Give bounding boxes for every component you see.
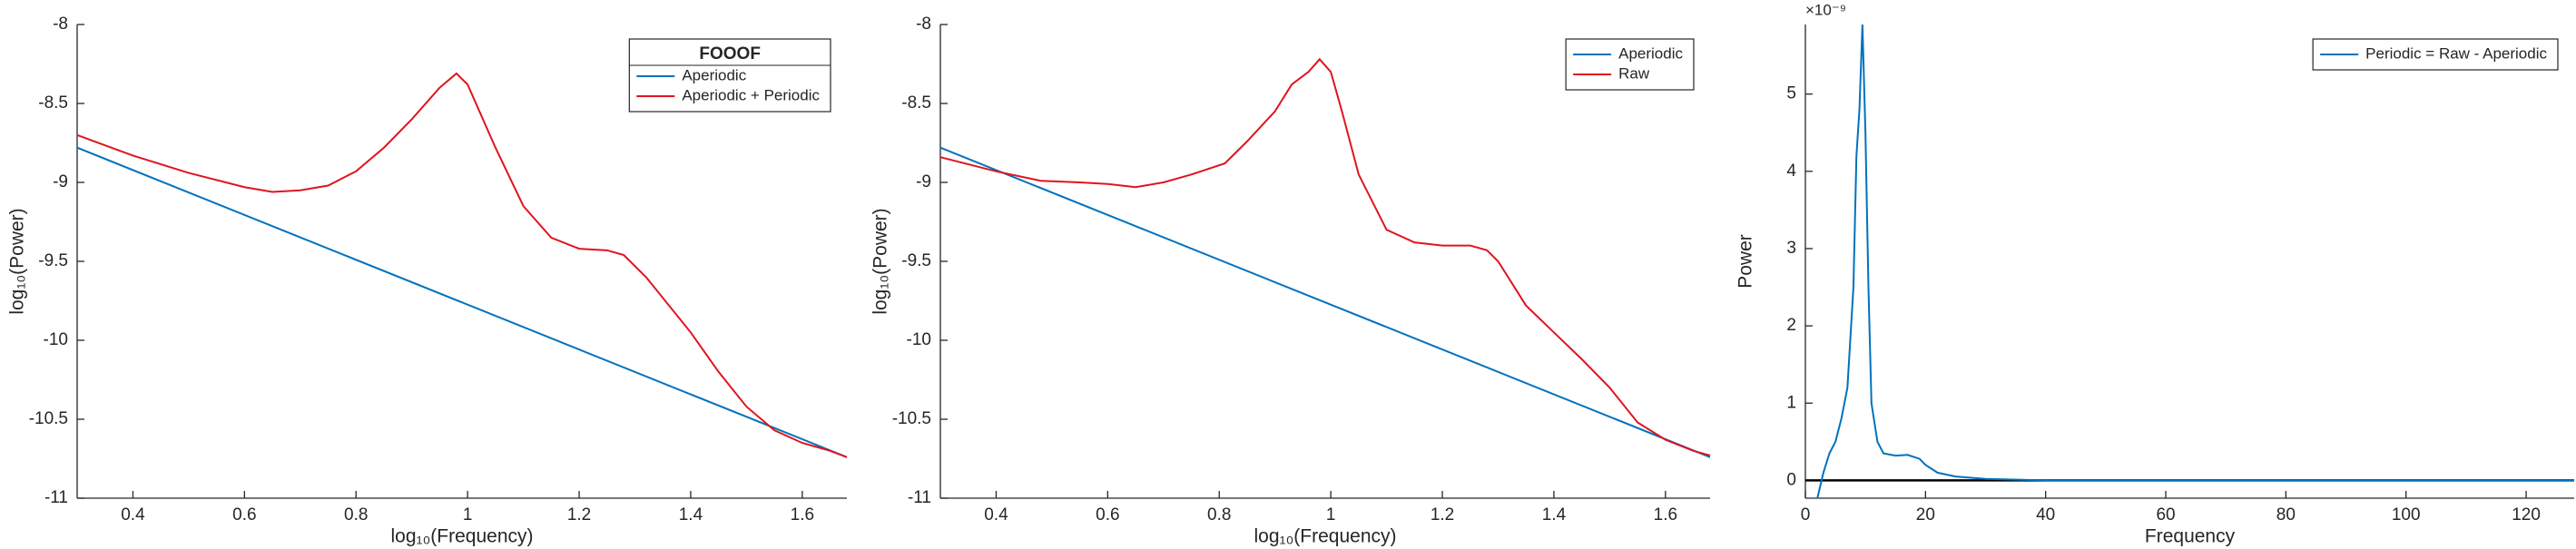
x-axis-label: log₁₀(Frequency): [390, 526, 533, 547]
y-tick-label: -10.5: [29, 409, 68, 428]
x-tick-label: 0.4: [984, 505, 1008, 524]
y-tick-label: 1: [1786, 393, 1796, 412]
y-axis-label: log₁₀(Power): [870, 208, 891, 314]
x-tick-label: 1: [1326, 505, 1336, 524]
x-tick-label: 0.8: [1207, 505, 1231, 524]
legend: Periodic = Raw - Aperiodic: [2312, 38, 2559, 71]
y-tick-label: 2: [1786, 316, 1796, 335]
y-tick-label: 0: [1786, 470, 1796, 489]
y-tick-label: 5: [1786, 84, 1796, 103]
line-series: [76, 72, 848, 458]
x-tick-label: 0.6: [1096, 505, 1119, 524]
x-tick-label: 60: [2156, 505, 2175, 524]
x-axis-label: Frequency: [2145, 526, 2236, 547]
y-tick-label: -9.5: [38, 251, 68, 270]
legend-label: Aperiodic: [1618, 44, 1683, 62]
y-axis-label: Power: [1735, 234, 1756, 289]
line-series: [76, 146, 848, 458]
x-tick-label: 120: [2512, 505, 2541, 524]
y-tick-label: -9.5: [901, 251, 931, 270]
y-tick-label: -8.5: [38, 93, 68, 113]
legend-label: Aperiodic: [682, 66, 746, 83]
line-series: [1816, 24, 2574, 499]
x-tick-label: 1.4: [679, 505, 703, 524]
x-tick-label: 1.6: [1654, 505, 1677, 524]
legend: Aperiodic Raw: [1565, 38, 1695, 91]
x-tick-label: 1.4: [1542, 505, 1567, 524]
legend-label: Raw: [1618, 64, 1650, 82]
y-tick-label: -8.5: [901, 93, 931, 113]
x-tick-label: 1: [463, 505, 473, 524]
x-tick-label: 20: [1916, 505, 1935, 524]
x-tick-label: 0.6: [232, 505, 256, 524]
x-tick-label: 0.4: [121, 505, 145, 524]
y-axis-label: log₁₀(Power): [7, 208, 28, 314]
y-tick-label: -11: [44, 488, 68, 507]
x-tick-label: 100: [2392, 505, 2421, 524]
panel: 0.4 0.6 0.8 1 1.2 1.4 1.6 -11 -10.5 -10 -9.5 -9 -8.5…: [7, 15, 848, 547]
legend-title: FOOOF: [699, 44, 761, 64]
y-tick-label: -9: [53, 172, 68, 191]
y-exponent: ×10⁻⁹: [1805, 1, 1846, 18]
y-tick-label: 3: [1786, 239, 1796, 258]
x-tick-label: 0: [1801, 505, 1811, 524]
x-tick-label: 1.2: [1431, 505, 1454, 524]
y-tick-label: -10: [44, 330, 68, 349]
legend-box: [1565, 38, 1695, 91]
y-tick-label: -8: [916, 15, 931, 34]
line-series: [939, 57, 1711, 456]
panel: 0.4 0.6 0.8 1 1.2 1.4 1.6 -11 -10.5 -10 -9.5 -9 -8.5…: [870, 15, 1711, 547]
legend-box: [2312, 38, 2559, 71]
legend-label: Periodic = Raw - Aperiodic: [2365, 44, 2547, 62]
x-tick-label: 80: [2276, 505, 2296, 524]
x-tick-label: 0.8: [344, 505, 368, 524]
y-tick-label: 4: [1786, 162, 1796, 181]
y-tick-label: -10: [907, 330, 931, 349]
legend: FOOOF Aperiodic Aperiodic + Periodic: [628, 38, 831, 113]
legend-label: Aperiodic + Periodic: [682, 86, 820, 103]
x-tick-label: 40: [2036, 505, 2055, 524]
y-tick-label: -9: [916, 172, 931, 191]
x-axis-label: log₁₀(Frequency): [1254, 526, 1396, 547]
panel: 0 20 40 60 80 100 120 0 1 2 3 4 5 Frequency Power ×10⁻⁹…: [1735, 1, 2574, 547]
x-tick-label: 1.2: [567, 505, 591, 524]
line-series: [939, 146, 1711, 458]
y-tick-label: -11: [908, 488, 931, 507]
y-tick-label: -10.5: [892, 409, 931, 428]
x-tick-label: 1.6: [791, 505, 814, 524]
y-tick-label: -8: [53, 15, 68, 34]
